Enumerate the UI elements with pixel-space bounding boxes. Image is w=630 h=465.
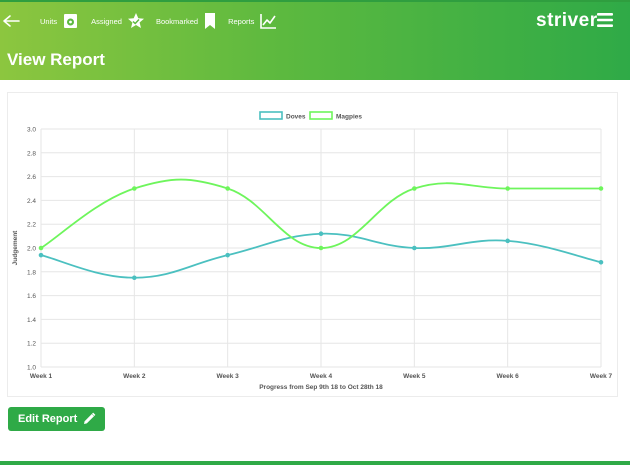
main-nav: Units Assigned Bookmarked Reports — [40, 10, 288, 32]
data-point-doves — [225, 252, 230, 258]
legend-label-magpies: Magpies — [336, 114, 362, 121]
y-axis-title: Judgement — [12, 230, 19, 266]
top-border — [0, 0, 630, 2]
report-chart-card: 1.0 1.2 1.4 1.6 1.8 2.0 2.2 2.4 2.6 2.8 3.0 Week 1 W… — [7, 92, 618, 397]
hamburger-menu-icon[interactable] — [597, 13, 613, 27]
y-tick-label: 1.6 — [27, 293, 36, 300]
nav-item-bookmarked[interactable]: Bookmarked — [156, 12, 217, 30]
line-chart-icon — [260, 14, 277, 29]
data-point-doves — [132, 275, 137, 281]
y-tick-label: 1.2 — [27, 341, 36, 348]
legend-swatch-doves — [259, 111, 283, 120]
y-tick-label: 2.8 — [27, 150, 36, 157]
brand-logo[interactable]: striver — [536, 10, 598, 31]
page-title: View Report — [7, 50, 105, 69]
nav-item-units[interactable]: Units — [40, 12, 80, 30]
nav-label-bookmarked: Bookmarked — [155, 16, 199, 26]
y-tick-label: 2.0 — [27, 246, 36, 253]
bookmark-icon — [205, 13, 216, 29]
data-point-magpies — [412, 186, 417, 191]
legend-label-doves: Doves — [286, 114, 306, 121]
data-point-magpies — [38, 245, 44, 251]
x-tick-label: Week 6 — [497, 373, 520, 380]
x-tick-label: Week 7 — [590, 373, 613, 380]
data-point-magpies — [225, 186, 230, 191]
nav-item-reports[interactable]: Reports — [228, 12, 277, 30]
back-arrow-icon[interactable] — [2, 14, 20, 28]
y-tick-label: 2.4 — [27, 198, 36, 205]
y-tick-label: 3.0 — [27, 127, 36, 134]
data-point-doves — [505, 238, 510, 244]
nav-label-units: Units — [40, 16, 58, 26]
data-point-doves — [38, 252, 44, 258]
nav-label-reports: Reports — [228, 16, 255, 26]
y-tick-label: 2.6 — [27, 174, 36, 181]
report-line-chart: 1.0 1.2 1.4 1.6 1.8 2.0 2.2 2.4 2.6 2.8 3.0 Week 1 W… — [12, 111, 613, 391]
x-axis-title: Progress from Sep 9th 18 to Oct 28th 18 — [259, 384, 383, 391]
data-point-magpies — [598, 186, 604, 191]
top-nav-bar: Units Assigned Bookmarked Reports — [0, 0, 630, 80]
assigned-star-icon — [127, 13, 144, 28]
data-point-magpies — [318, 245, 324, 251]
data-point-doves — [598, 259, 604, 265]
y-tick-label: 1.0 — [27, 365, 36, 372]
y-tick-label: 1.8 — [27, 269, 36, 276]
y-tick-label: 1.4 — [27, 317, 36, 324]
x-tick-label: Week 4 — [310, 373, 333, 380]
data-point-doves — [412, 245, 417, 251]
legend-swatch-magpies — [309, 111, 333, 120]
pencil-icon — [84, 412, 96, 424]
x-tick-label: Week 5 — [403, 373, 426, 380]
data-point-magpies — [505, 186, 510, 191]
data-point-doves — [318, 231, 324, 237]
edit-report-button[interactable]: Edit Report — [8, 407, 105, 431]
nav-label-assigned: Assigned — [91, 16, 122, 26]
nav-item-assigned[interactable]: Assigned — [91, 12, 145, 30]
x-tick-label: Week 1 — [30, 373, 53, 380]
y-tick-label: 2.2 — [27, 222, 36, 229]
bottom-border — [0, 461, 630, 465]
units-icon — [64, 14, 78, 28]
edit-report-label: Edit Report — [18, 413, 78, 425]
data-point-magpies — [132, 186, 137, 191]
x-tick-label: Week 3 — [217, 373, 240, 380]
x-tick-label: Week 2 — [123, 373, 146, 380]
